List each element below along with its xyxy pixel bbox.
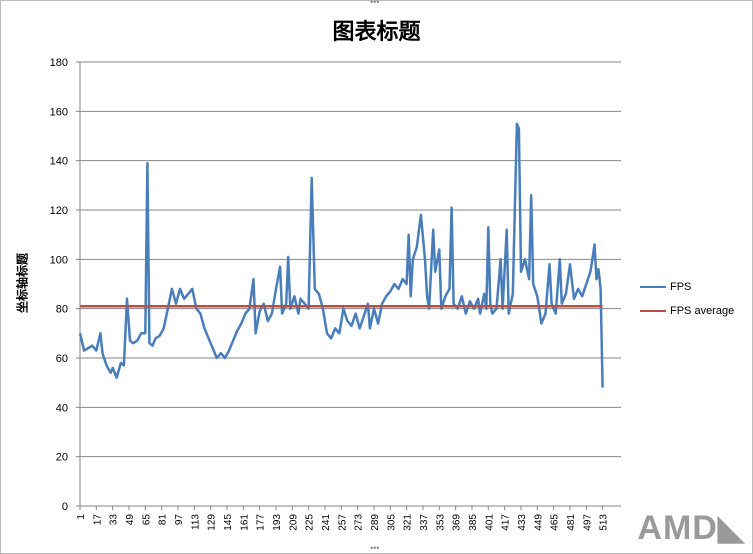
legend-label-fps: FPS [670,281,692,293]
x-tick-label-145: 145 [223,514,234,531]
x-tick-label-417: 417 [501,514,512,531]
x-tick-label-129: 129 [207,514,218,531]
x-tick-label-225: 225 [305,514,316,531]
x-tick-label-337: 337 [419,514,430,531]
x-tick-label-321: 321 [403,514,414,531]
y-tick-label-40: 40 [56,402,68,414]
x-tick-label-113: 113 [190,514,201,530]
x-tick-label-257: 257 [337,514,348,531]
x-tick-label-401: 401 [484,514,495,531]
x-tick-label-385: 385 [468,514,479,531]
x-tick-label-369: 369 [452,514,463,531]
y-tick-label-140: 140 [50,156,68,168]
chart-title: 图表标题 [332,20,421,45]
y-tick-label-20: 20 [56,452,68,464]
x-tick-label-177: 177 [256,514,267,531]
y-tick-label-0: 0 [62,501,68,513]
x-tick-label-289: 289 [370,514,381,531]
x-tick-label-1: 1 [76,514,87,520]
x-tick-label-97: 97 [174,514,185,526]
y-tick-label-60: 60 [56,353,68,365]
y-tick-label-80: 80 [56,304,68,316]
series-line-fps [78,122,604,388]
y-tick-label-180: 180 [50,57,68,69]
resize-handle-bottom-icon[interactable]: ••• [370,543,380,553]
x-tick-label-449: 449 [533,514,544,531]
y-tick-label-120: 120 [50,205,68,217]
x-tick-label-465: 465 [550,514,561,531]
x-tick-label-433: 433 [517,514,528,531]
y-tick-label-160: 160 [50,106,68,118]
x-tick-label-273: 273 [354,514,365,531]
resize-handle-top-icon[interactable]: ••• [370,0,380,7]
legend-swatch-fps-average [640,310,666,313]
x-tick-label-241: 241 [321,514,332,531]
x-tick-label-161: 161 [239,514,250,531]
amd-logo: AMD◣ [637,509,745,547]
x-tick-label-81: 81 [158,514,169,526]
x-tick-label-17: 17 [92,514,103,526]
x-tick-label-33: 33 [109,514,120,526]
legend-label-fps-average: FPS average [670,305,735,317]
x-tick-label-209: 209 [288,514,299,531]
x-tick-label-65: 65 [141,514,152,526]
legend-item-fps-average: FPS average [640,305,734,317]
x-tick-label-49: 49 [125,514,136,526]
x-tick-label-193: 193 [272,514,283,531]
x-tick-label-481: 481 [566,514,577,531]
legend-item-fps: FPS [640,281,691,293]
x-tick-label-497: 497 [582,514,593,531]
legend-swatch-fps [640,286,666,289]
x-tick-label-305: 305 [386,514,397,531]
x-tick-label-353: 353 [435,514,446,531]
y-tick-label-100: 100 [50,254,68,266]
x-tick-label-513: 513 [599,514,610,531]
